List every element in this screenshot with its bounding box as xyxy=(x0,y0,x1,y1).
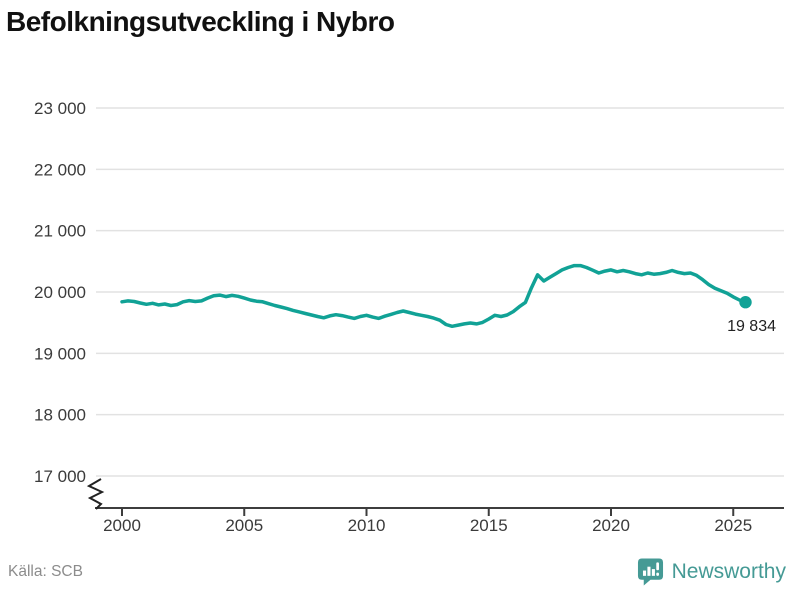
x-axis-label-2000: 2000 xyxy=(103,516,141,535)
last-value-dot xyxy=(739,296,752,309)
y-axis-label-19000: 19 000 xyxy=(34,344,86,363)
newsworthy-logo[interactable]: Newsworthy xyxy=(637,557,786,587)
x-axis-label-2015: 2015 xyxy=(470,516,508,535)
newsworthy-wordmark: Newsworthy xyxy=(671,560,786,583)
y-axis-label-18000: 18 000 xyxy=(34,406,86,425)
x-axis-label-2025: 2025 xyxy=(714,516,752,535)
y-axis-label-22000: 22 000 xyxy=(34,160,86,179)
y-axis-label-21000: 21 000 xyxy=(34,222,86,241)
page-title: Befolkningsutveckling i Nybro xyxy=(6,6,395,37)
y-axis-label-23000: 23 000 xyxy=(34,99,86,118)
x-axis-label-2010: 2010 xyxy=(348,516,386,535)
population-line-chart: 17 000 18 000 19 000 20 000 21 000 22 000 23 0… xyxy=(34,99,784,535)
x-axis-label-2020: 2020 xyxy=(592,516,630,535)
y-axis-label-20000: 20 000 xyxy=(34,283,86,302)
y-axis-label-17000: 17 000 xyxy=(34,467,86,486)
population-series-line xyxy=(120,263,748,329)
newsworthy-bubble-chart-icon xyxy=(637,558,663,586)
source-label: Källa: SCB xyxy=(8,563,83,580)
x-axis-label-2005: 2005 xyxy=(225,516,263,535)
axis-break-icon xyxy=(86,478,105,510)
last-value-label: 19 834 xyxy=(727,318,776,335)
footer: Källa: SCB Newsworthy xyxy=(0,556,800,600)
